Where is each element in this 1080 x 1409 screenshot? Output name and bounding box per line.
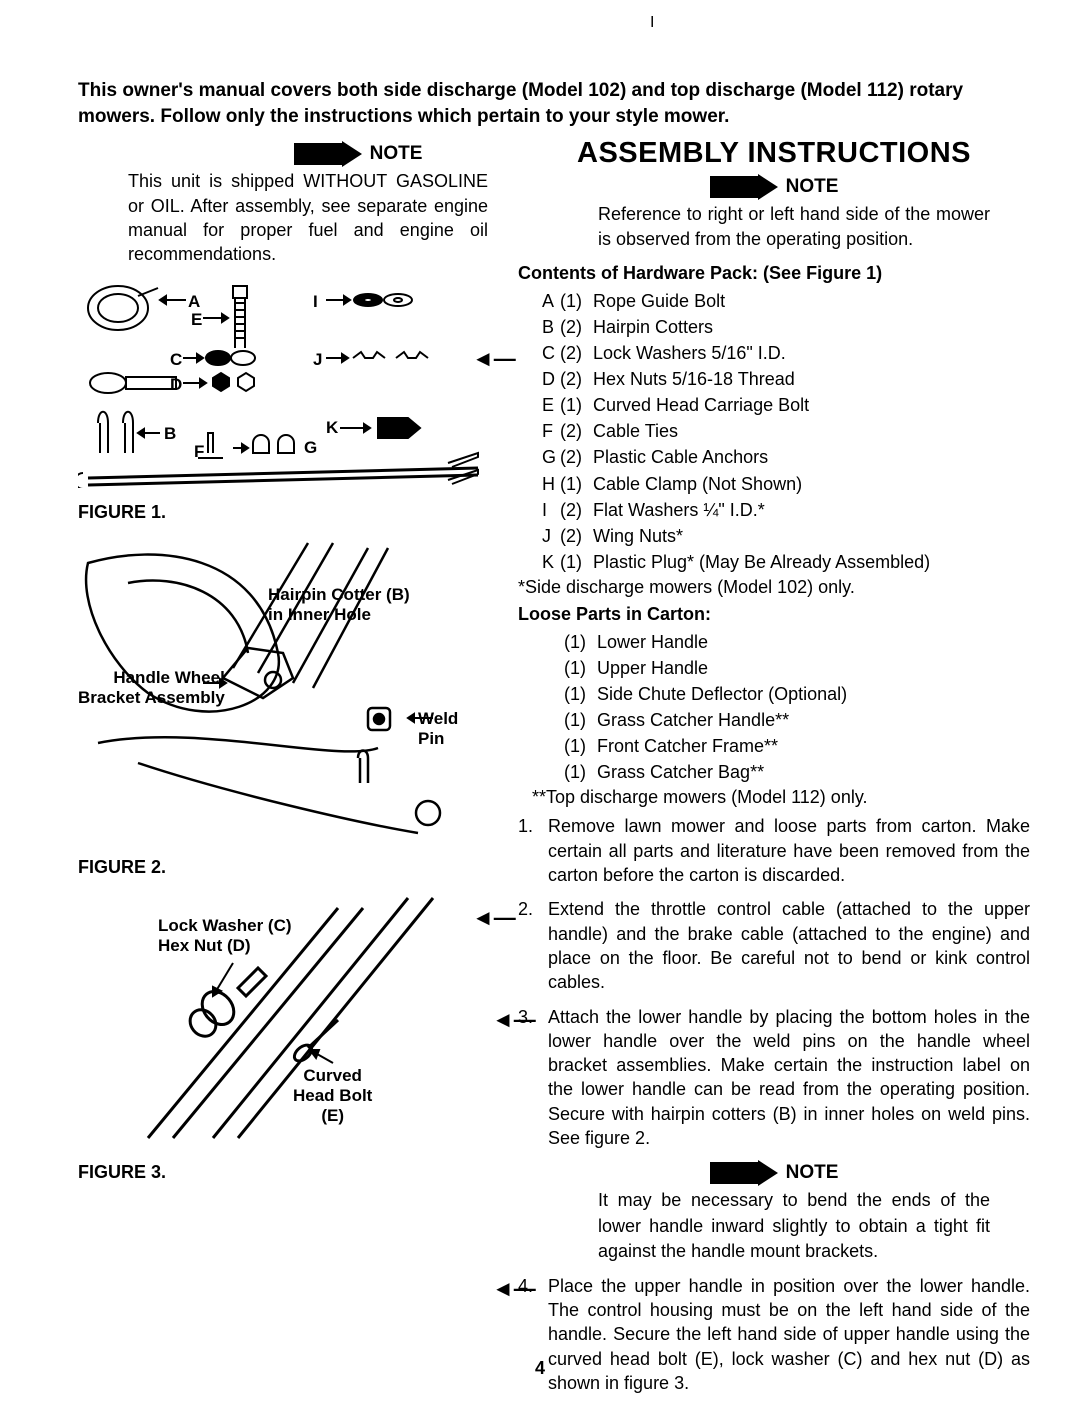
fig2-label-hairpin: Hairpin Cotter (B) in Inner Hole: [268, 585, 410, 625]
figure-1: A E I C J D B F G K: [78, 278, 488, 488]
loose-item: (1) Grass Catcher Bag**: [564, 759, 1030, 785]
note-3-header: NOTE: [518, 1160, 1030, 1186]
fig1-label-K: K: [326, 418, 338, 438]
hw-header: Contents of Hardware Pack: (See Figure 1…: [518, 263, 1030, 284]
figure-3: Lock Washer (C) Hex Nut (D) Curved Head …: [78, 888, 488, 1148]
fig1-label-F: F: [194, 442, 204, 462]
arrow-icon: [710, 174, 780, 200]
note-2-header: NOTE: [518, 174, 1030, 200]
fig1-label-D: D: [170, 375, 182, 395]
figure-3-caption: FIGURE 3.: [78, 1162, 498, 1183]
step-4: ◄— 4. Place the upper handle in position…: [518, 1274, 1030, 1395]
hardware-item: K(1) Plastic Plug* (May Be Already Assem…: [542, 549, 1030, 575]
assembly-title: ASSEMBLY INSTRUCTIONS: [518, 137, 1030, 170]
fig2-label-handle: Handle Wheel Bracket Assembly: [78, 668, 225, 708]
left-column: NOTE This unit is shipped WITHOUT GAS­OL…: [78, 137, 498, 1405]
fig1-label-B: B: [164, 424, 176, 444]
step-number: 1.: [518, 814, 548, 887]
step-body: Place the upper handle in position over …: [548, 1274, 1030, 1395]
arrow-icon: [294, 141, 364, 167]
hardware-item: J(2) Wing Nuts*: [542, 523, 1030, 549]
hardware-list: A(1) Rope Guide BoltB(2) Hairpin Cotters…: [518, 288, 1030, 575]
hardware-item: C(2) Lock Washers 5/16" I.D.: [542, 340, 1030, 366]
right-column: ASSEMBLY INSTRUCTIONS NOTE Reference to …: [518, 137, 1030, 1405]
note-1-header: NOTE: [78, 141, 498, 167]
note-2-label: NOTE: [786, 176, 839, 198]
page-mark: I: [650, 14, 654, 32]
fig3-label-curved: Curved Head Bolt (E): [293, 1066, 372, 1126]
fig1-label-C: C: [170, 350, 182, 370]
step-number: 2.: [518, 897, 548, 994]
loose-item: (1) Lower Handle: [564, 629, 1030, 655]
note-1-body: This unit is shipped WITHOUT GAS­OLINE o…: [78, 169, 498, 266]
hardware-item: E(1) Curved Head Carriage Bolt: [542, 392, 1030, 418]
step: 1.Remove lawn mower and loose parts from…: [518, 814, 1030, 887]
arrow-left-icon: ◄—: [492, 1005, 536, 1035]
figure-2-caption: FIGURE 2.: [78, 857, 498, 878]
loose-list: (1) Lower Handle(1) Upper Handle(1) Side…: [518, 629, 1030, 786]
hardware-item: H(1) Cable Clamp (Not Shown): [542, 471, 1030, 497]
loose-item: (1) Side Chute Deflector (Optional): [564, 681, 1030, 707]
loose-header: Loose Parts in Carton:: [518, 604, 1030, 625]
step-body: Remove lawn mower and loose parts from c…: [548, 814, 1030, 887]
hardware-item: G(2) Plastic Cable Anchors: [542, 444, 1030, 470]
arrow-left-icon: ◄—: [472, 346, 516, 372]
note-1-label: NOTE: [370, 143, 423, 165]
note-2-body: Reference to right or left hand side of …: [518, 202, 1030, 251]
fig1-label-A: A: [188, 292, 200, 312]
loose-item: (1) Front Catcher Frame**: [564, 733, 1030, 759]
hardware-item: F(2) Cable Ties: [542, 418, 1030, 444]
hardware-item: D(2) Hex Nuts 5/16-18 Thread: [542, 366, 1030, 392]
arrow-icon: [710, 1160, 780, 1186]
fig1-label-J: J: [313, 350, 322, 370]
step: ◄—3.Attach the lower handle by placing t…: [518, 1005, 1030, 1151]
loose-item: (1) Grass Catcher Handle**: [564, 707, 1030, 733]
hardware-item: A(1) Rope Guide Bolt: [542, 288, 1030, 314]
note-3-body: It may be necessary to bend the ends of …: [518, 1188, 1030, 1264]
steps-list: 1.Remove lawn mower and loose parts from…: [518, 814, 1030, 1150]
note-3-label: NOTE: [786, 1162, 839, 1184]
fig1-label-E: E: [191, 310, 202, 330]
intro-text: This owner's manual covers both side dis…: [78, 78, 1030, 129]
step-body: Extend the throttle control cable (attac…: [548, 897, 1030, 994]
fig1-label-G: G: [304, 438, 317, 458]
arrow-left-icon: ◄—: [492, 1274, 536, 1304]
page-number: 4: [535, 1358, 545, 1379]
fig1-label-I: I: [313, 292, 318, 312]
figure-2: Hairpin Cotter (B) in Inner Hole Handle …: [78, 533, 488, 843]
loose-footnote: **Top discharge mowers (Model 112) only.: [518, 787, 1030, 808]
hardware-item: I(2) Flat Washers ¼" I.D.*: [542, 497, 1030, 523]
loose-item: (1) Upper Handle: [564, 655, 1030, 681]
fig2-label-weld: Weld Pin: [418, 709, 488, 749]
fig3-label-lock: Lock Washer (C) Hex Nut (D): [158, 916, 292, 956]
step-body: Attach the lower handle by placing the b…: [548, 1005, 1030, 1151]
step: 2.Extend the throttle control cable (att…: [518, 897, 1030, 994]
figure-1-caption: FIGURE 1.: [78, 502, 498, 523]
hw-footnote: *Side discharge mowers (Model 102) only.: [518, 577, 1030, 598]
hardware-item: B(2) Hairpin Cotters: [542, 314, 1030, 340]
arrow-left-icon: ◄—: [472, 905, 516, 931]
